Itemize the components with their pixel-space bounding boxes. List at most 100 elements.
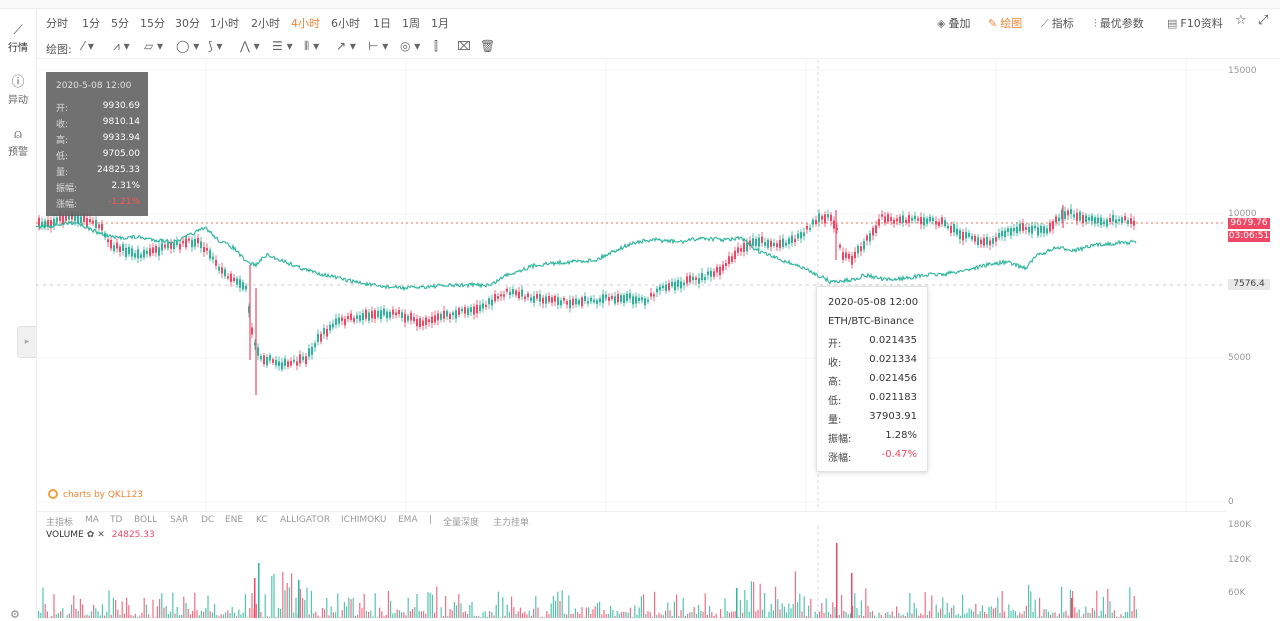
volume-bar <box>834 607 835 618</box>
candle <box>209 250 211 259</box>
candle <box>785 243 787 246</box>
star-icon[interactable]: ☆ <box>1235 13 1247 28</box>
sidebar-item-warning[interactable]: ⍝ 预警 <box>0 127 36 158</box>
timeframe-button[interactable]: 15分 <box>140 15 165 31</box>
indicator-td[interactable]: TD <box>110 515 122 525</box>
candle <box>428 320 430 323</box>
draw-button[interactable]: ✎绘图 <box>988 15 1022 31</box>
left-sidebar: ⟋ 行情 ⓘ 异动 ⍝ 预警 <box>0 9 37 618</box>
volume-bar <box>408 598 409 618</box>
volume-bar <box>579 614 580 618</box>
timeframe-button[interactable]: 1分 <box>82 15 100 31</box>
indicator-button[interactable]: ⟋指标 <box>1041 15 1074 31</box>
arrow-tool-icon[interactable]: ↗ ▾ <box>336 39 356 53</box>
timeframe-button[interactable]: 5分 <box>111 15 129 31</box>
candle <box>593 300 595 303</box>
volume-bar <box>724 598 725 618</box>
volume-bar <box>773 611 774 618</box>
volume-bar <box>465 611 466 618</box>
timeframe-button-active[interactable]: 4小时 <box>291 15 320 31</box>
volume-bar <box>254 578 256 618</box>
indicator-kc[interactable]: KC <box>256 515 268 525</box>
timeframe-button[interactable]: 1小时 <box>210 15 239 31</box>
sidebar-item-market[interactable]: ⟋ 行情 <box>0 23 36 54</box>
candle <box>863 241 865 249</box>
candle <box>1067 210 1069 215</box>
settings-icon[interactable]: ⚙ <box>10 608 20 621</box>
volume-bar <box>188 609 189 618</box>
f10-info-button[interactable]: ▤F10资料 <box>1167 15 1223 31</box>
volume-bar <box>1085 606 1086 618</box>
volume-bar <box>60 611 61 618</box>
indicator-alligator[interactable]: ALLIGATOR <box>280 515 330 525</box>
volume-bar <box>658 613 659 618</box>
candle <box>857 246 859 254</box>
volume-bar <box>1054 612 1055 618</box>
overlay-button[interactable]: ◈叠加 <box>937 15 970 31</box>
volume-bar <box>509 612 510 618</box>
volume-bar <box>551 604 552 618</box>
candle <box>512 289 514 294</box>
sidebar-item-movement[interactable]: ⓘ 异动 <box>0 75 36 106</box>
candle <box>470 307 472 312</box>
optimal-params-button[interactable]: ⫶最优参数 <box>1094 15 1144 31</box>
indicator-ema[interactable]: EMA <box>398 515 418 525</box>
y-axis-label: 15000 <box>1228 66 1257 76</box>
timeframe-button[interactable]: 1周 <box>402 15 420 31</box>
volume-bar <box>265 594 266 618</box>
indicator-dc[interactable]: DC <box>201 515 214 525</box>
trash-icon[interactable]: 🗑 <box>480 39 495 53</box>
candle <box>563 298 565 301</box>
candle <box>692 277 694 280</box>
expand-panel-button[interactable]: ▸ <box>17 326 36 358</box>
timeframe-button[interactable]: 6小时 <box>331 15 360 31</box>
pen-icon: ✎ <box>988 17 997 30</box>
pattern-tool-icon[interactable]: ⋀ ▾ <box>240 39 260 53</box>
indicator-boll[interactable]: BOLL <box>134 515 157 525</box>
channel-tool-icon[interactable]: ▱ ▾ <box>144 39 163 53</box>
candle <box>1109 218 1111 222</box>
indicator-ichimoku[interactable]: ICHIMOKU <box>341 515 386 525</box>
fullscreen-icon[interactable]: ⤢ <box>1258 13 1268 28</box>
candle <box>137 249 139 258</box>
timeframe-button[interactable]: 30分 <box>175 15 200 31</box>
fib-tool-icon[interactable]: ☰ ▾ <box>272 39 293 53</box>
candle <box>473 307 475 315</box>
circle-tool-icon[interactable]: ◯ ▾ <box>176 39 199 53</box>
timeframe-button[interactable]: 1月 <box>431 15 449 31</box>
candle <box>557 297 559 305</box>
indicator-ma[interactable]: MA <box>85 515 99 525</box>
candle <box>272 359 274 363</box>
zigzag-tool-icon[interactable]: ⟆ ▾ <box>208 39 223 53</box>
candle <box>1046 228 1048 233</box>
volume-bar <box>592 609 593 618</box>
gann-tool-icon[interactable]: ⦀ ▾ <box>304 39 319 54</box>
volume-bar <box>817 614 818 618</box>
lock-drawings-icon[interactable]: ⌧ <box>457 39 471 53</box>
candle <box>1028 227 1030 233</box>
indicator-sar[interactable]: SAR <box>170 515 188 525</box>
indicator-ene[interactable]: ENE <box>225 515 243 525</box>
candle <box>632 296 634 304</box>
volume-bar <box>958 614 959 618</box>
timeframe-button[interactable]: 分时 <box>46 15 68 31</box>
candle <box>749 241 751 246</box>
timeframe-button[interactable]: 2小时 <box>251 15 280 31</box>
line-tool-icon[interactable]: ⁄ ▾ <box>82 39 94 53</box>
bar-pattern-icon[interactable]: ⫿ <box>434 39 438 54</box>
range-tool-icon[interactable]: ⊢ ▾ <box>368 39 388 53</box>
volume-bar <box>390 601 391 618</box>
note-tool-icon[interactable]: ◎ ▾ <box>400 39 420 53</box>
candle <box>128 247 130 254</box>
candle <box>308 348 310 356</box>
multi-line-tool-icon[interactable]: ⩘ ▾ <box>113 39 130 54</box>
price-chart[interactable] <box>36 60 1226 510</box>
timeframe-button[interactable]: 1日 <box>373 15 391 31</box>
candle <box>701 273 703 280</box>
volume-bar <box>680 610 681 618</box>
candle <box>560 301 562 306</box>
volume-bar <box>696 614 697 618</box>
volume-bar <box>836 543 838 618</box>
volume-bar <box>1028 585 1029 618</box>
candle <box>455 310 457 318</box>
